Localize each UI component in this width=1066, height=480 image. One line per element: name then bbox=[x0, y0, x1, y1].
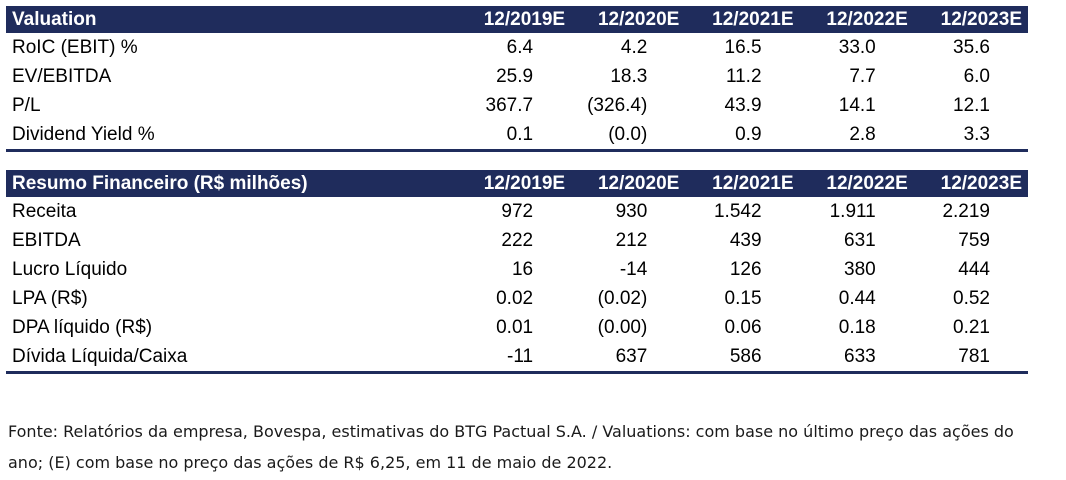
cell-value: 1.911 bbox=[829, 200, 876, 222]
table-row: RoIC (EBIT) % 6.4 4.2 16.5 33.0 35.6 bbox=[6, 33, 1028, 62]
cell-value: 11.2 bbox=[725, 65, 762, 87]
table-row: EV/EBITDA 25.9 18.3 11.2 7.7 6.0 bbox=[6, 62, 1028, 91]
cell-value: 444 bbox=[958, 258, 990, 280]
table-row: Lucro Líquido 16 -14 126 380 444 bbox=[6, 255, 1028, 284]
footnote-line: ano; (E) com base no preço das ações de … bbox=[8, 453, 613, 472]
cell-value: 14.1 bbox=[838, 94, 876, 116]
cell-value: 3.3 bbox=[913, 120, 1028, 152]
cell-value: 781 bbox=[913, 342, 1028, 374]
row-label: DPA líquido (R$) bbox=[12, 316, 153, 338]
row-label: Receita bbox=[12, 200, 77, 222]
cell-value: 18.3 bbox=[610, 65, 648, 87]
table-row: LPA (R$) 0.02 (0.02) 0.15 0.44 0.52 bbox=[6, 284, 1028, 313]
cell-value: 25.9 bbox=[496, 65, 534, 87]
valuation-title: Valuation bbox=[6, 6, 457, 33]
resumo-financeiro-table: Resumo Financeiro (R$ milhões) 12/2019E … bbox=[6, 170, 1028, 374]
cell-value: 43.9 bbox=[724, 94, 762, 116]
cell-value: 0.15 bbox=[724, 287, 762, 309]
table-row: Dividend Yield % 0.1 (0.0) 0.9 2.8 3.3 bbox=[6, 120, 1028, 152]
cell-value: 2.219 bbox=[942, 200, 990, 222]
row-label: EBITDA bbox=[12, 229, 81, 251]
cell-value: 6.4 bbox=[506, 36, 534, 58]
cell-value: 16 bbox=[511, 258, 534, 280]
cell-value: 0.02 bbox=[496, 287, 534, 309]
table-row: Receita 972 930 1.542 1.911 2.219 bbox=[6, 197, 1028, 226]
cell-value: -14 bbox=[619, 258, 648, 280]
cell-value: (0.02) bbox=[597, 287, 648, 309]
cell-value: 930 bbox=[615, 200, 648, 222]
cell-value: 0.9 bbox=[685, 120, 800, 152]
cell-value: 972 bbox=[501, 200, 534, 222]
cell-value: (0.0) bbox=[571, 120, 686, 152]
cell-value: 0.18 bbox=[838, 316, 876, 338]
year-header: 12/2020E bbox=[571, 6, 686, 33]
cell-value: 16.5 bbox=[724, 36, 762, 58]
year-header: 12/2019E bbox=[456, 6, 572, 33]
cell-value: -11 bbox=[456, 342, 572, 374]
cell-value: 0.21 bbox=[953, 316, 990, 338]
cell-value: 2.8 bbox=[799, 120, 914, 152]
cell-value: 631 bbox=[844, 229, 876, 251]
cell-value: 439 bbox=[729, 229, 762, 251]
cell-value: 380 bbox=[844, 258, 876, 280]
cell-value: 0.52 bbox=[953, 287, 990, 309]
year-header: 12/2019E bbox=[456, 170, 572, 197]
table-row: EBITDA 222 212 439 631 759 bbox=[6, 226, 1028, 255]
cell-value: 0.1 bbox=[456, 120, 572, 152]
row-label: Dívida Líquida/Caixa bbox=[6, 342, 457, 374]
row-label: Lucro Líquido bbox=[12, 258, 128, 280]
cell-value: 35.6 bbox=[953, 36, 990, 58]
year-header: 12/2023E bbox=[913, 170, 1028, 197]
cell-value: 126 bbox=[729, 258, 762, 280]
cell-value: 33.0 bbox=[838, 36, 876, 58]
row-label: EV/EBITDA bbox=[12, 65, 112, 87]
year-header: 12/2022E bbox=[799, 170, 914, 197]
cell-value: 7.7 bbox=[849, 65, 876, 87]
year-header: 12/2021E bbox=[685, 170, 800, 197]
year-header: 12/2021E bbox=[685, 6, 800, 33]
cell-value: 0.44 bbox=[838, 287, 876, 309]
year-header: 12/2023E bbox=[913, 6, 1028, 33]
source-footnote: Fonte: Relatórios da empresa, Bovespa, e… bbox=[8, 416, 1058, 478]
row-label: P/L bbox=[12, 94, 41, 116]
cell-value: 4.2 bbox=[620, 36, 648, 58]
cell-value: 222 bbox=[501, 229, 534, 251]
cell-value: 1.542 bbox=[713, 200, 762, 222]
cell-value: (326.4) bbox=[587, 94, 648, 116]
table-row: P/L 367.7 (326.4) 43.9 14.1 12.1 bbox=[6, 91, 1028, 120]
resumo-title: Resumo Financeiro (R$ milhões) bbox=[6, 170, 457, 197]
cell-value: 12.1 bbox=[953, 94, 990, 116]
year-header: 12/2020E bbox=[571, 170, 686, 197]
row-label: RoIC (EBIT) % bbox=[12, 36, 138, 58]
valuation-header-row: Valuation 12/2019E 12/2020E 12/2021E 12/… bbox=[6, 6, 1028, 33]
row-label: Dividend Yield % bbox=[6, 120, 457, 152]
cell-value: 0.06 bbox=[724, 316, 762, 338]
valuation-table: Valuation 12/2019E 12/2020E 12/2021E 12/… bbox=[6, 6, 1028, 152]
cell-value: 212 bbox=[615, 229, 648, 251]
resumo-header-row: Resumo Financeiro (R$ milhões) 12/2019E … bbox=[6, 170, 1028, 197]
table-row: DPA líquido (R$) 0.01 (0.00) 0.06 0.18 0… bbox=[6, 313, 1028, 342]
cell-value: 637 bbox=[571, 342, 686, 374]
cell-value: 0.01 bbox=[496, 316, 534, 338]
table-row: Dívida Líquida/Caixa -11 637 586 633 781 bbox=[6, 342, 1028, 374]
cell-value: 759 bbox=[958, 229, 990, 251]
row-label: LPA (R$) bbox=[12, 287, 88, 309]
cell-value: 586 bbox=[685, 342, 800, 374]
footnote-line: Fonte: Relatórios da empresa, Bovespa, e… bbox=[8, 422, 1014, 441]
cell-value: 367.7 bbox=[485, 94, 534, 116]
cell-value: 633 bbox=[799, 342, 914, 374]
year-header: 12/2022E bbox=[799, 6, 914, 33]
cell-value: 6.0 bbox=[963, 65, 990, 87]
cell-value: (0.00) bbox=[597, 316, 648, 338]
